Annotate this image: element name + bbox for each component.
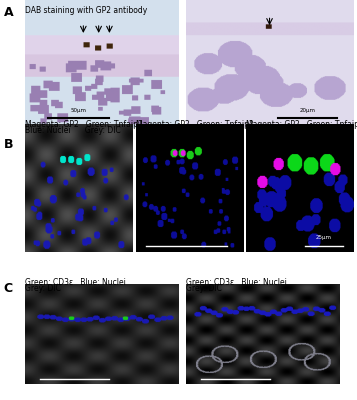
Text: Magenta: GP2   Green: Tnfaip2: Magenta: GP2 Green: Tnfaip2 (25, 120, 143, 129)
Text: Green: CD3ε   Blue: Nuclei: Green: CD3ε Blue: Nuclei (186, 278, 287, 287)
Text: Blue: Nuclei      Grey: DIC: Blue: Nuclei Grey: DIC (25, 126, 121, 135)
Text: Magenta: GP2   Green: Tnfaip2: Magenta: GP2 Green: Tnfaip2 (246, 120, 357, 129)
Text: 50μm: 50μm (71, 108, 87, 113)
Text: C: C (4, 282, 13, 295)
Text: A: A (4, 6, 13, 19)
Text: Grey: DIC: Grey: DIC (25, 284, 61, 293)
Text: 25μm: 25μm (316, 236, 332, 240)
Text: 20μm: 20μm (299, 108, 315, 113)
Text: Blue: Nuclei: Blue: Nuclei (246, 126, 292, 135)
Text: Magenta: GP2   Green: Tnfaip2: Magenta: GP2 Green: Tnfaip2 (136, 120, 253, 129)
Text: DAB staining with GP2 antibody: DAB staining with GP2 antibody (25, 6, 147, 15)
Text: Grey: DIC: Grey: DIC (186, 284, 221, 293)
Text: Blue: Nuclei: Blue: Nuclei (136, 126, 181, 135)
Text: B: B (4, 138, 13, 151)
Text: Green: CD3ε   Blue: Nuclei: Green: CD3ε Blue: Nuclei (25, 278, 126, 287)
